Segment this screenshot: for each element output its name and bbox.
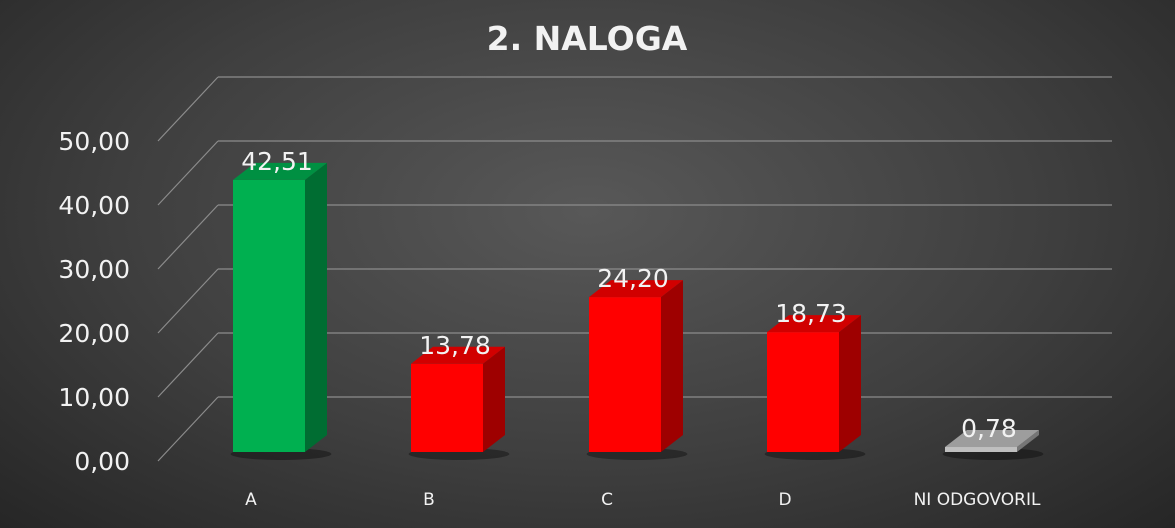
bar-a (230, 162, 332, 460)
gridline-diagonal (157, 332, 219, 398)
bar-top (945, 430, 1039, 448)
bar-side (305, 162, 327, 452)
gridline-diagonal (157, 76, 219, 142)
bar-front (945, 447, 1017, 452)
bar-side (661, 280, 683, 452)
bar-top (411, 346, 505, 364)
bar-d (764, 315, 866, 460)
y-tick-label: 30,00 (58, 255, 130, 284)
data-label: 18,73 (775, 299, 847, 328)
y-tick-label: 10,00 (58, 383, 130, 412)
data-label: 42,51 (241, 147, 313, 176)
x-axis-categories: A B C D NI ODGOVORIL (245, 490, 1041, 510)
x-tick-label: A (245, 490, 257, 510)
bars (230, 162, 1044, 460)
bar-ni-odgovoril (942, 430, 1044, 460)
bar-b (408, 346, 510, 460)
chart-title: 2. NALOGA (487, 19, 688, 58)
y-tick-label: 40,00 (58, 191, 130, 220)
bar-c (586, 280, 688, 460)
bar-front (233, 179, 305, 452)
x-tick-label: NI ODGOVORIL (914, 490, 1041, 510)
bar-front (411, 363, 483, 452)
y-tick-label: 20,00 (58, 319, 130, 348)
bar-front (767, 332, 839, 452)
x-tick-label: C (601, 490, 613, 510)
bar-top (589, 280, 683, 298)
value-labels: 42,51 13,78 24,20 18,73 0,78 (241, 147, 1017, 443)
data-label: 24,20 (597, 264, 669, 293)
y-tick-label: 50,00 (58, 127, 130, 156)
y-axis-ticks: 0,00 10,00 20,00 30,00 40,00 50,00 (58, 127, 130, 476)
bar-side (1017, 430, 1039, 452)
bar-front (589, 297, 661, 452)
bar-top (233, 162, 327, 180)
gridline-diagonal (157, 140, 219, 206)
gridline-diagonal (157, 204, 219, 270)
bar-side (839, 315, 861, 452)
x-tick-label: B (423, 490, 435, 510)
bar-top (767, 315, 861, 333)
gridline-diagonal (157, 268, 219, 334)
bar-side (483, 346, 505, 452)
y-tick-label: 0,00 (74, 447, 130, 476)
gridline-diagonal (157, 396, 219, 462)
x-tick-label: D (778, 490, 791, 510)
gridlines (157, 76, 1112, 462)
data-label: 0,78 (961, 414, 1017, 443)
data-label: 13,78 (419, 331, 491, 360)
